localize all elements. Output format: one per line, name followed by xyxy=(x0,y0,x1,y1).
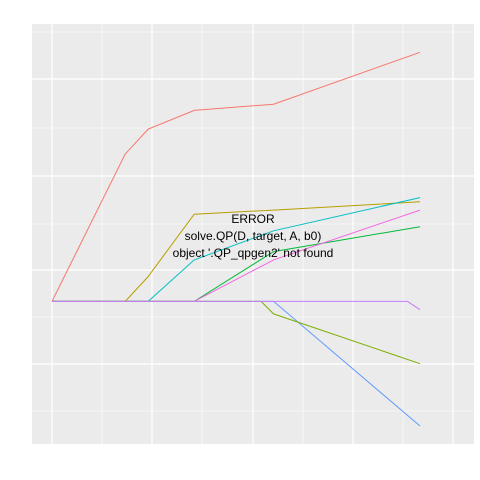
error-line-1: ERROR xyxy=(231,212,275,226)
error-message: ERROR solve.QP(D, target, A, b0) object … xyxy=(173,212,334,260)
error-line-3: object '.QP_qpgen2' not found xyxy=(173,246,334,260)
series-layer xyxy=(51,51,421,427)
series-line-8 xyxy=(52,300,421,311)
grid-major xyxy=(32,24,474,444)
series-line-1 xyxy=(51,51,421,302)
error-line-2: solve.QP(D, target, A, b0) xyxy=(185,229,322,243)
